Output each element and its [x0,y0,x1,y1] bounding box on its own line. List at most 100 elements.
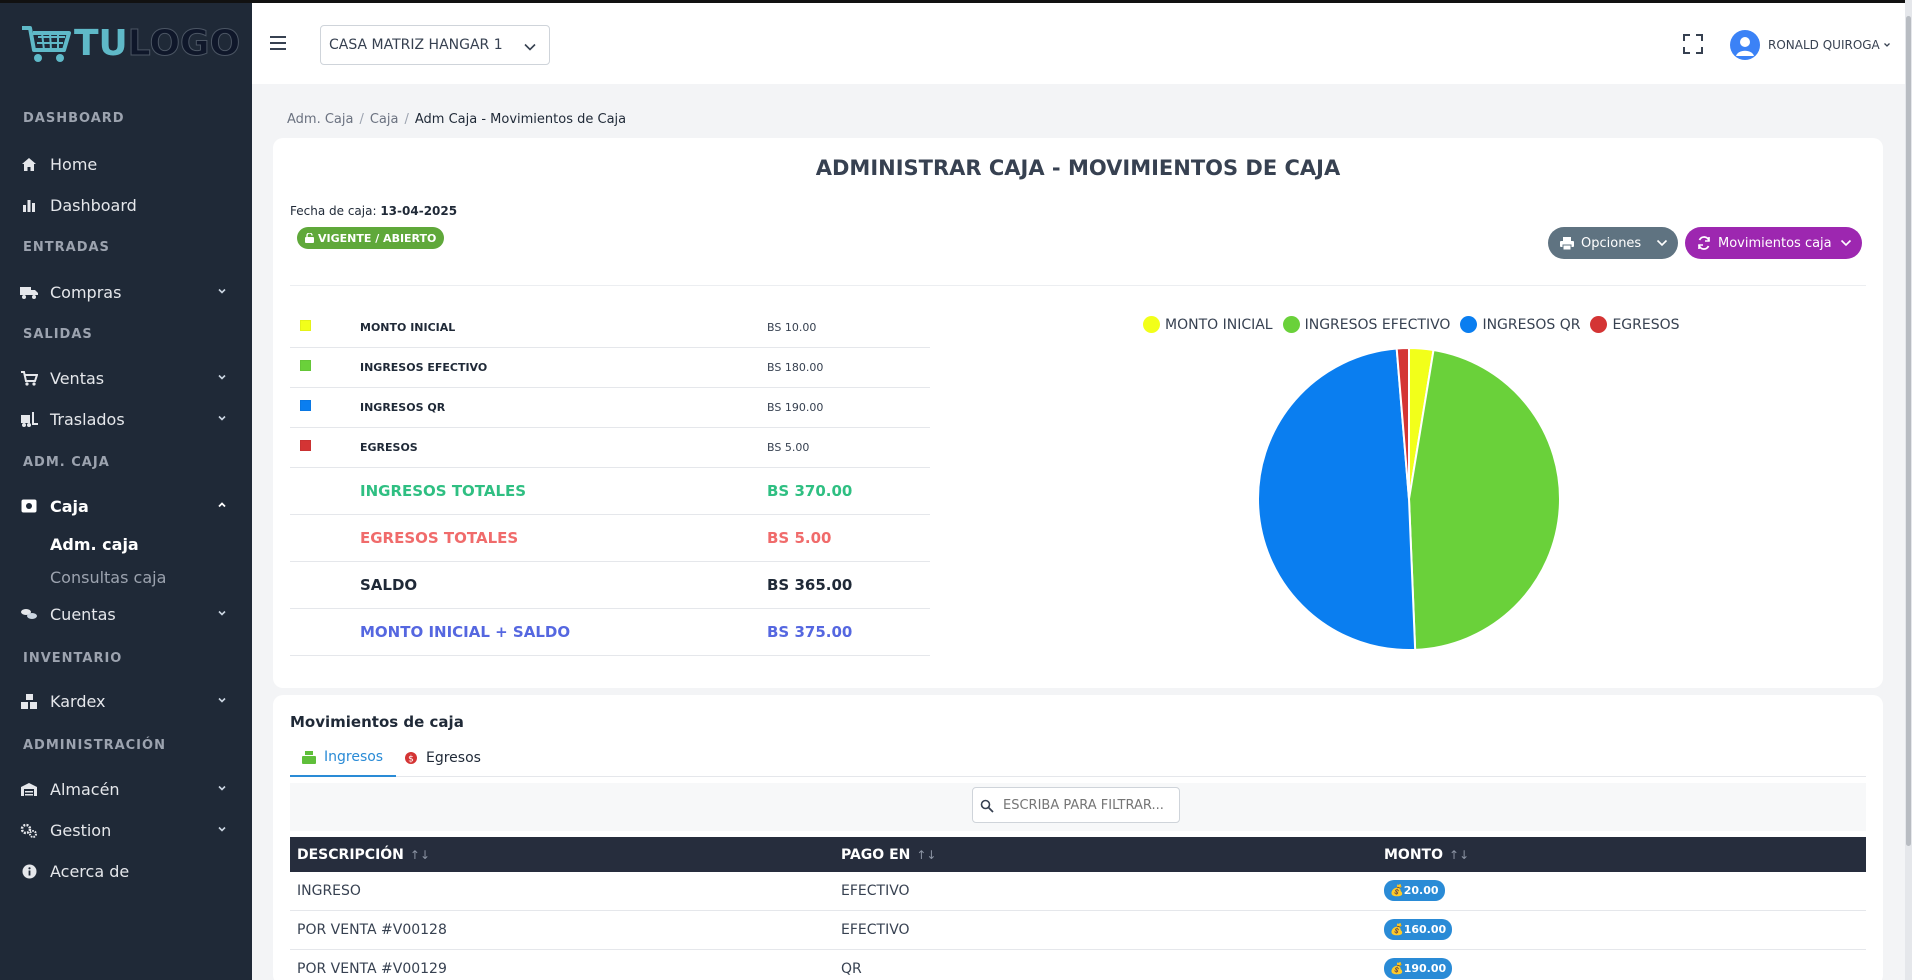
cell-pago: EFECTIVO [841,883,910,899]
search-icon [980,799,994,813]
coins-icon [20,605,38,623]
tab-egresos[interactable]: $ Egresos [404,739,481,777]
column-monto[interactable]: MONTO ↑↓ [1384,847,1470,863]
chart-legend: MONTO INICIAL INGRESOS EFECTIVO INGRESOS Q… [1143,316,1690,333]
pie-slice[interactable] [1407,348,1561,651]
breadcrumb-item-adm-caja[interactable]: Adm. Caja [287,112,354,127]
sidebar-item-cuentas[interactable]: Cuentas [0,595,252,633]
pie-slice[interactable] [1257,347,1417,651]
legend-item[interactable]: INGRESOS EFECTIVO [1282,316,1451,333]
table-row[interactable]: POR VENTA #V00128 EFECTIVO 💰 160.00 [290,911,1866,950]
color-swatch [300,400,311,411]
chevron-down-icon [1883,43,1890,47]
sidebar-item-ventas[interactable]: Ventas [0,359,252,397]
column-descripcion[interactable]: DESCRIPCIÓN ↑↓ [297,847,431,863]
chevron-down-icon [218,288,226,294]
section-entradas: ENTRADAS [23,240,110,255]
money-bag-icon: 💰 [1390,884,1404,897]
egresos-totales-value: BS 5.00 [767,529,832,547]
sidebar-item-compras[interactable]: Compras [0,273,252,311]
sidebar-subitem-consultas-caja[interactable]: Consultas caja [50,568,167,587]
movimientos-title: Movimientos de caja [290,713,464,731]
legend-swatch [1460,316,1478,333]
legend-swatch [1282,316,1300,333]
status-badge: VIGENTE / ABIERTO [297,227,445,249]
chevron-down-icon [218,415,226,421]
fullscreen-icon[interactable] [1682,33,1704,55]
summary-value: BS 180.00 [767,361,824,374]
money-bag-icon: 💰 [1390,962,1404,975]
breadcrumb-item-caja[interactable]: Caja [369,112,399,127]
sidebar-item-caja[interactable]: Caja [0,487,252,525]
movimientos-tabs: Ingresos $ Egresos [290,739,1866,777]
sidebar-item-dashboard[interactable]: Dashboard [0,186,252,224]
amount-badge: 💰 160.00 [1384,919,1453,940]
cash-register-icon [20,497,38,515]
logo-text-logo: LOGO [127,22,241,64]
sidebar-item-traslados[interactable]: Traslados [0,400,252,438]
pie-slice[interactable] [1395,346,1410,500]
amount-badge: 💰 20.00 [1384,880,1445,901]
section-dashboard: DASHBOARD [23,111,125,126]
chevron-up-icon [218,502,226,508]
hamburger-menu-icon[interactable] [270,35,290,51]
sidebar-item-label: Acerca de [50,861,130,881]
branch-select[interactable]: CASA MATRIZ HANGAR 1 [320,25,550,65]
truck-icon [20,283,38,301]
legend-item[interactable]: EGRESOS [1590,316,1680,333]
column-pago-en[interactable]: PAGO EN ↑↓ [841,847,937,863]
fecha-caja-value: 13-04-2025 [380,204,458,218]
legend-swatch [1143,316,1160,333]
table-row[interactable]: INGRESO EFECTIVO 💰 20.00 [290,872,1866,911]
chevron-down-icon [218,826,226,832]
chevron-down-icon [524,43,536,51]
sidebar-item-almacen[interactable]: Almacén [0,770,252,808]
opciones-button[interactable]: Opciones [1548,227,1678,259]
legend-swatch [1590,316,1608,333]
branch-select-value: CASA MATRIZ HANGAR 1 [329,37,503,53]
sidebar-subitem-adm-caja[interactable]: Adm. caja [50,535,139,554]
caja-summary-card: ADMINISTRAR CAJA - MOVIMIENTOS DE CAJA F… [273,138,1883,688]
summary-value: BS 190.00 [767,401,824,414]
legend-label: INGRESOS EFECTIVO [1304,316,1451,333]
section-adm-caja: ADM. CAJA [23,455,110,470]
svg-text:$: $ [408,755,414,765]
sort-icon: ↑↓ [1449,848,1470,862]
sort-icon: ↑↓ [916,848,937,862]
sort-icon: ↑↓ [409,848,431,862]
gears-icon [20,821,38,839]
tab-ingresos[interactable]: Ingresos [290,739,396,777]
cell-descripcion: INGRESO [297,883,361,899]
pie-chart [1257,346,1561,651]
summary-table: MONTO INICIAL BS 10.00 INGRESOS EFECTIVO… [290,308,930,656]
summary-row: INGRESOS QR BS 190.00 [290,388,930,428]
summary-label: EGRESOS [360,441,418,454]
sidebar-item-label: Ventas [50,368,105,388]
sidebar-item-label: Dashboard [50,195,137,215]
sidebar-item-label: Caja [50,496,89,516]
breadcrumb-item-current: Adm Caja - Movimientos de Caja [414,112,627,127]
avatar [1730,30,1760,60]
sidebar-item-gestion[interactable]: Gestion [0,811,252,849]
money-bag-icon: 💰 [1390,923,1404,936]
filter-input[interactable] [972,787,1180,823]
egresos-totales-label: EGRESOS TOTALES [360,529,519,547]
forklift-icon [20,410,38,428]
chevron-down-icon [218,697,226,703]
money-out-icon: $ [405,752,417,765]
cell-descripcion: POR VENTA #V00129 [297,961,447,977]
saldo-label: SALDO [360,576,418,594]
legend-label: MONTO INICIAL [1165,316,1273,333]
section-salidas: SALIDAS [23,327,93,342]
table-row[interactable]: POR VENTA #V00129 QR 💰 190.00 [290,950,1866,980]
page-scrollbar-thumb[interactable] [1906,16,1911,846]
home-icon [20,155,38,173]
sidebar-item-home[interactable]: Home [0,145,252,183]
legend-item[interactable]: MONTO INICIAL [1143,316,1273,333]
legend-item[interactable]: INGRESOS QR [1460,316,1580,333]
sidebar-item-kardex[interactable]: Kardex [0,682,252,720]
movimientos-caja-button[interactable]: Movimientos caja [1685,227,1862,259]
sidebar-item-acerca-de[interactable]: Acerca de [0,852,252,890]
user-menu[interactable]: RONALD QUIROGA [1730,29,1891,61]
logo[interactable]: TU LOGO [0,3,252,83]
